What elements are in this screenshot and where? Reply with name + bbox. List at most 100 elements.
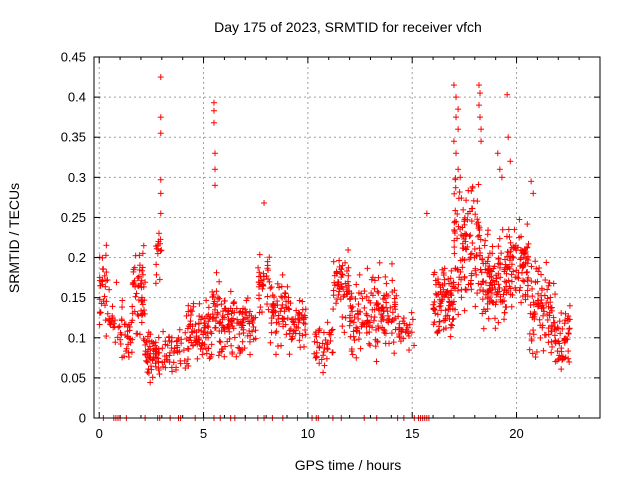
data-point — [264, 293, 271, 300]
y-tick-label: 0.4 — [68, 90, 86, 105]
data-point — [496, 166, 503, 173]
data-point — [339, 262, 346, 269]
data-point — [187, 318, 194, 325]
data-point — [156, 371, 163, 378]
data-point — [374, 338, 381, 345]
data-point — [445, 275, 452, 282]
data-point — [366, 329, 373, 336]
data-point — [197, 345, 204, 352]
data-point — [212, 182, 219, 189]
data-point — [546, 312, 553, 319]
data-point — [301, 343, 308, 350]
data-point — [175, 334, 182, 341]
data-point — [364, 265, 371, 272]
data-point — [194, 355, 201, 362]
data-point — [238, 322, 245, 329]
data-point — [125, 353, 132, 360]
data-point — [434, 311, 441, 318]
data-point — [183, 360, 190, 367]
x-tick-label: 5 — [200, 426, 207, 441]
data-point — [272, 351, 279, 358]
data-point — [474, 216, 481, 223]
data-point — [565, 348, 572, 355]
data-point — [323, 355, 330, 362]
data-point — [216, 338, 223, 345]
data-point — [372, 343, 379, 350]
data-point — [139, 267, 146, 274]
data-point — [369, 324, 376, 331]
data-point — [530, 327, 537, 334]
data-point — [513, 267, 520, 274]
data-point — [144, 359, 151, 366]
data-point — [128, 319, 135, 326]
data-point — [534, 303, 541, 310]
data-point — [380, 307, 387, 314]
data-point — [447, 324, 454, 331]
data-point — [208, 341, 215, 348]
data-point — [168, 338, 175, 345]
data-point — [164, 342, 171, 349]
data-point — [109, 303, 116, 310]
data-point — [393, 292, 400, 299]
data-point — [184, 356, 191, 363]
data-point — [455, 287, 462, 294]
data-point — [141, 307, 148, 314]
data-point — [357, 345, 364, 352]
data-point — [378, 318, 385, 325]
data-point — [283, 331, 290, 338]
data-point — [472, 211, 479, 218]
data-point — [533, 265, 540, 272]
data-point — [373, 358, 380, 365]
data-point — [274, 343, 281, 350]
data-point — [339, 313, 346, 320]
data-point — [484, 295, 491, 302]
data-point — [122, 321, 129, 328]
x-tick-label: 10 — [301, 426, 315, 441]
data-point — [551, 325, 558, 332]
data-point — [129, 281, 136, 288]
data-point — [388, 330, 395, 337]
data-point — [109, 315, 116, 322]
data-point — [341, 291, 348, 298]
data-point — [284, 283, 291, 290]
data-point — [440, 292, 447, 299]
data-point — [406, 321, 413, 328]
data-point — [370, 317, 377, 324]
data-point — [116, 323, 123, 330]
data-point — [464, 210, 471, 217]
data-point — [408, 329, 415, 336]
data-point — [388, 318, 395, 325]
data-point — [380, 292, 387, 299]
data-point — [103, 333, 110, 340]
data-point — [341, 329, 348, 336]
data-point — [209, 293, 216, 300]
data-point — [564, 315, 571, 322]
data-point — [335, 291, 342, 298]
data-point — [463, 231, 470, 238]
data-point — [397, 338, 404, 345]
data-point — [106, 317, 113, 324]
data-point — [256, 269, 263, 276]
data-point — [346, 322, 353, 329]
data-point — [193, 333, 200, 340]
y-tick-label: 0.25 — [61, 210, 86, 225]
data-point — [478, 281, 485, 288]
data-point — [488, 268, 495, 275]
data-point — [335, 279, 342, 286]
data-point — [508, 278, 515, 285]
data-point — [152, 360, 159, 367]
data-point — [104, 310, 111, 317]
data-point — [302, 320, 309, 327]
data-point — [209, 315, 216, 322]
data-point — [338, 283, 345, 290]
data-point — [276, 320, 283, 327]
data-point — [359, 295, 366, 302]
data-point — [218, 301, 225, 308]
data-point — [170, 359, 177, 366]
data-point — [155, 230, 162, 237]
data-point — [212, 150, 219, 157]
data-point — [540, 312, 547, 319]
data-point — [96, 310, 103, 317]
x-tick-label: 20 — [509, 426, 523, 441]
data-point — [101, 272, 108, 279]
